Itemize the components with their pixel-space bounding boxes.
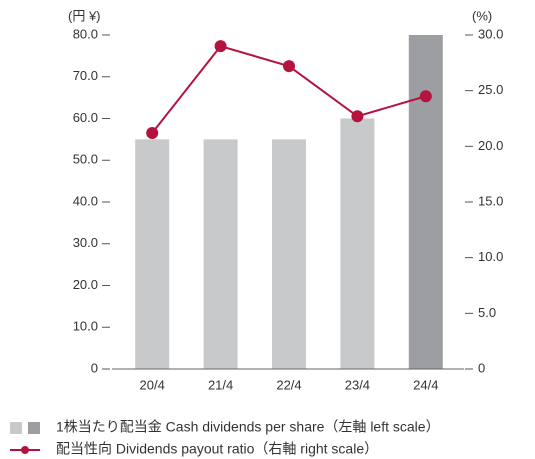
y-axis-label: (円 ¥) <box>68 8 101 23</box>
y-tick-label: 70.0 <box>73 68 98 83</box>
y2-tick-label: 0 <box>478 360 485 375</box>
line-point <box>419 90 432 103</box>
y-tick-label: 40.0 <box>73 193 98 208</box>
x-tick-label: 21/4 <box>208 377 233 392</box>
y2-tick-label: 5.0 <box>478 305 496 320</box>
line <box>151 44 427 134</box>
y-tick-label: 60.0 <box>73 110 98 125</box>
line-point <box>351 110 364 123</box>
line-point <box>146 126 159 139</box>
y2-tick-label: 30.0 <box>478 26 503 41</box>
y2-tick-label: 25.0 <box>478 82 503 97</box>
legend-label: 1株当たり配当金 Cash dividends per share（左軸 lef… <box>56 419 440 435</box>
y-tick-label: 80.0 <box>73 26 98 41</box>
y-tick-label: 50.0 <box>73 152 98 167</box>
bar <box>340 118 375 369</box>
bar <box>272 139 306 369</box>
x-tick-label: 22/4 <box>276 377 301 392</box>
legend-swatch <box>28 422 40 434</box>
legend-marker <box>21 446 29 454</box>
x-tick-label: 23/4 <box>345 377 370 392</box>
y2-tick-label: 15.0 <box>478 193 503 208</box>
legend-label: 配当性向 Dividends payout ratio（右軸 right sca… <box>56 441 378 457</box>
legend-swatch <box>10 422 22 434</box>
y2-tick-label: 10.0 <box>478 249 503 264</box>
y-tick-label: 20.0 <box>73 277 98 292</box>
y-tick-label: 10.0 <box>73 319 98 334</box>
y2-tick-label: 20.0 <box>478 138 503 153</box>
y-tick-label: 0 <box>91 360 98 375</box>
bar <box>408 35 443 369</box>
bar <box>203 139 238 369</box>
y2-axis-label: (%) <box>472 8 492 23</box>
line-point <box>283 60 295 73</box>
x-tick-label: 24/4 <box>413 377 438 392</box>
y-tick-label: 30.0 <box>73 235 98 250</box>
bar <box>135 139 170 369</box>
line-point <box>214 40 227 53</box>
x-tick-label: 20/4 <box>140 377 165 392</box>
